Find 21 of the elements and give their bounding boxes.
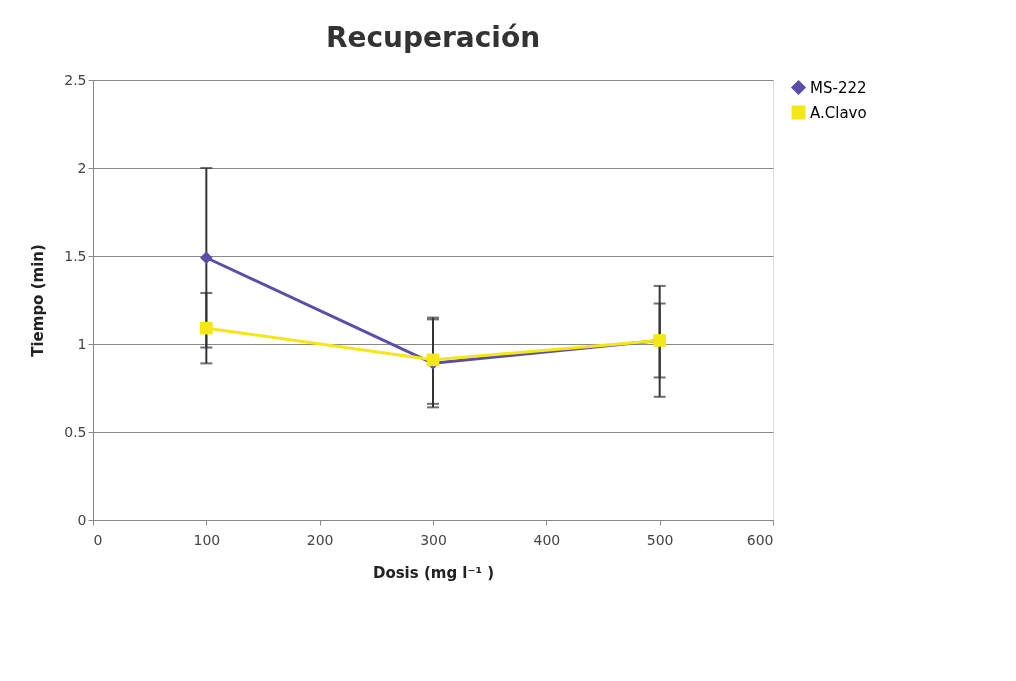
point <box>200 251 213 265</box>
y-tick-label: 0 <box>77 511 87 528</box>
x-tick-label: 200 <box>306 531 334 548</box>
legend-label: A.Clavo <box>810 103 867 122</box>
x-tick-label: 0 <box>93 531 103 548</box>
y-tick-label: 0.5 <box>64 423 87 440</box>
y-tick-label: 1 <box>77 335 87 352</box>
y-tick-label: 2 <box>77 159 87 176</box>
x-tick-label: 600 <box>746 531 774 548</box>
x-axis-title: Dosis (mg l⁻¹ ) <box>372 563 495 582</box>
x-tick-label: 100 <box>193 531 221 548</box>
y-tick-label: 2.5 <box>64 71 87 88</box>
point <box>426 353 440 367</box>
x-tick-label: 500 <box>646 531 674 548</box>
y-tick-label: 1.5 <box>64 247 87 264</box>
x-tick-label: 300 <box>420 531 447 548</box>
chart-title: Recuperación <box>325 21 541 54</box>
y-axis-title: Tiempo (min) <box>29 244 48 357</box>
legend-label: MS-222 <box>810 78 867 97</box>
point <box>200 321 213 335</box>
x-tick-label: 400 <box>533 531 561 548</box>
